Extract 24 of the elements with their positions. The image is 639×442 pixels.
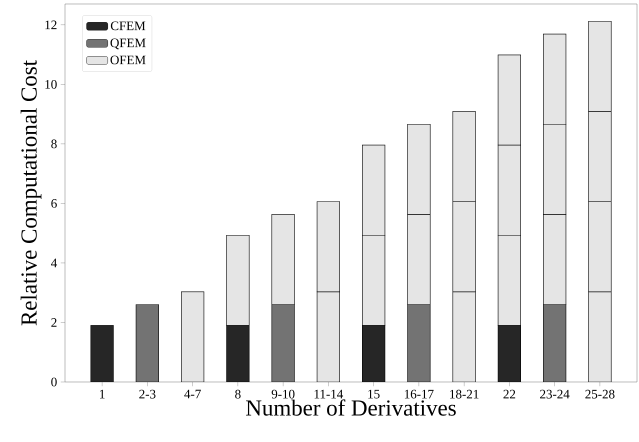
y-axis-title: Relative Computational Cost [20, 60, 42, 326]
y-tick-label: 2 [51, 318, 57, 327]
x-tick-label: 22 [503, 390, 516, 398]
x-tick-label: 16-17 [404, 390, 434, 398]
y-tick-label: 8 [51, 140, 57, 148]
x-tick-label: 25-28 [585, 390, 615, 399]
x-tick-label: 15 [368, 390, 380, 398]
x-tick-label: 1 [100, 390, 105, 398]
y-tick-label: 12 [45, 20, 57, 30]
legend-label: QFEM [110, 38, 146, 50]
y-tick-label: 6 [51, 199, 57, 208]
x-tick-label: 18-21 [450, 390, 478, 399]
x-axis-title: Number of Derivatives [246, 399, 456, 416]
x-tick-label: 8 [235, 390, 241, 399]
y-tick-label: 0 [51, 378, 57, 386]
legend-label: OFEM [110, 56, 146, 64]
y-tick-label: 10 [45, 80, 57, 89]
x-tick-label: 23-24 [540, 390, 570, 398]
x-tick-label: 11-14 [314, 390, 344, 398]
x-tick-label: 4-7 [184, 390, 201, 398]
y-tick-label: 4 [51, 258, 58, 268]
legend-label: CFEM [110, 22, 146, 30]
x-tick-label: 2-3 [139, 390, 156, 398]
x-tick-label: 9-10 [272, 390, 294, 399]
